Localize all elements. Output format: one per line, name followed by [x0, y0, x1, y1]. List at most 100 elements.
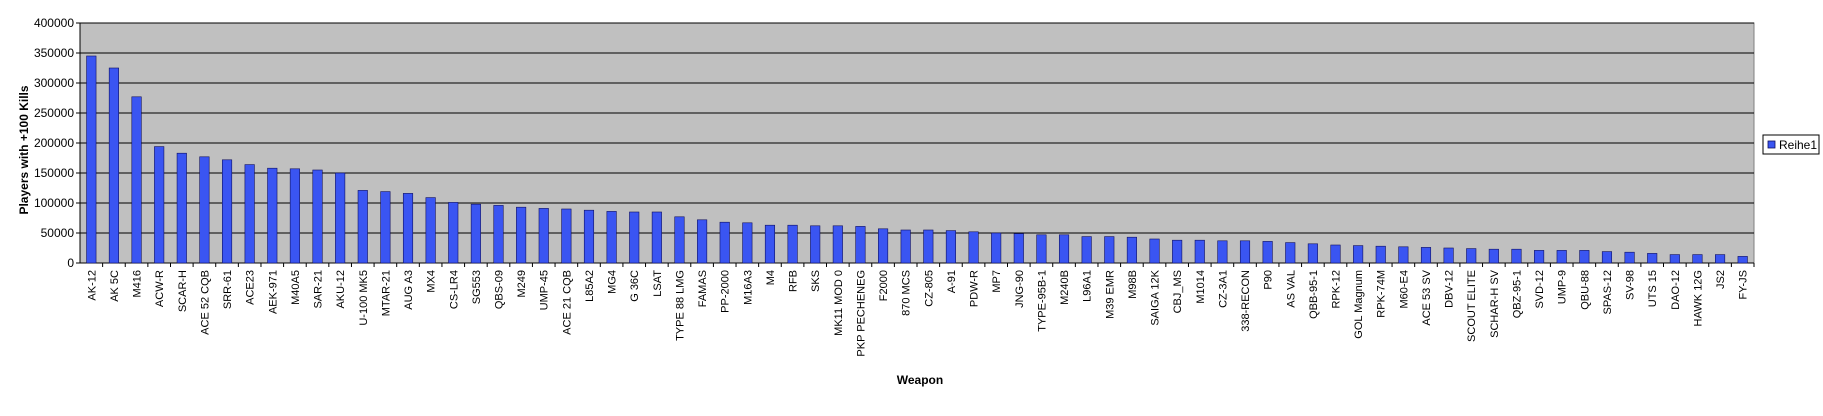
y-tick-label: 250000: [34, 106, 74, 120]
bar: [1443, 247, 1454, 264]
bar: [697, 219, 708, 264]
x-tick-label: M16A3: [742, 270, 754, 305]
bar: [629, 211, 640, 264]
x-tick-label: RPK-12: [1331, 270, 1343, 309]
x-tick-label: QBZ-95-1: [1511, 270, 1523, 318]
bar: [1217, 240, 1228, 264]
bar: [1624, 251, 1635, 264]
y-tick-label: 350000: [34, 46, 74, 60]
bar: [1511, 248, 1522, 264]
x-tick-label: MK11 MOD 0: [833, 270, 845, 336]
x-tick-label: 338-RECON: [1240, 270, 1252, 332]
bar: [1172, 239, 1183, 264]
x-axis-tick-labels: AK-12 AK 5C M416 ACW-R SCAR-H ACE 52 CQB SRR-6…: [86, 269, 1749, 356]
x-tick-label: P90: [1263, 270, 1275, 290]
x-tick-label: QBU-88: [1579, 270, 1591, 310]
bar: [923, 229, 934, 264]
x-tick-label: SKS: [810, 270, 822, 292]
bar: [945, 230, 956, 264]
bar: [968, 231, 979, 264]
y-tick-label: 50000: [41, 226, 75, 240]
bar: [742, 222, 753, 264]
bar: [1534, 250, 1545, 264]
y-tick-label: 400000: [34, 16, 74, 30]
x-tick-label: M40A5: [290, 270, 302, 305]
x-tick-label: QBB-95-1: [1308, 270, 1320, 319]
bar: [1353, 245, 1364, 264]
bar: [289, 168, 300, 264]
x-tick-label: A-91: [946, 270, 958, 293]
x-tick-label: M98B: [1127, 270, 1139, 299]
bar: [832, 225, 843, 264]
bar: [1375, 245, 1386, 264]
x-tick-label: M39 EMR: [1104, 270, 1116, 319]
legend-box: [1762, 134, 1820, 155]
x-tick-label: CS-LR4: [448, 270, 460, 309]
x-tick-label: 870 MCS: [901, 270, 913, 316]
bar: [1420, 247, 1432, 264]
plot-area: [76, 22, 1755, 267]
bar: [1601, 251, 1613, 264]
x-tick-label: SRR-61: [222, 270, 234, 309]
x-tick-label: ACE 53 SV: [1421, 269, 1433, 325]
x-tick-label: AK 5C: [109, 270, 121, 302]
bar: [1013, 233, 1024, 264]
y-tick-label: 0: [67, 256, 74, 270]
bar: [176, 152, 187, 264]
bar: [516, 206, 527, 264]
bar: [1036, 234, 1047, 264]
bar: [470, 203, 481, 264]
x-tick-label: TYPE 88 LMG: [674, 270, 686, 341]
x-tick-label: F2000: [878, 270, 890, 301]
x-tick-label: UMP-9: [1557, 270, 1569, 304]
x-tick-label: PP-2000: [720, 270, 732, 313]
legend-swatch: [1767, 140, 1776, 149]
x-tick-label: QBS-09: [494, 270, 506, 309]
x-tick-label: FAMAS: [697, 270, 709, 307]
x-tick-label: ACW-R: [154, 270, 166, 307]
bar: [1262, 241, 1273, 264]
x-tick-label: CZ-805: [923, 270, 935, 307]
x-tick-label: AKU-12: [335, 270, 347, 309]
x-tick-label: SV-98: [1625, 270, 1637, 300]
bar: [1579, 250, 1590, 264]
bar: [131, 96, 142, 264]
x-tick-label: AUG A3: [403, 270, 415, 310]
x-tick-label: M4: [765, 270, 777, 285]
bar: [357, 190, 368, 264]
x-tick-label: SVD-12: [1534, 270, 1546, 309]
bar: [1149, 238, 1160, 264]
x-tick-label: AK-12: [86, 270, 98, 301]
x-tick-label: SCAR-H: [177, 270, 189, 312]
bar: [561, 208, 572, 264]
y-axis-tick-labels: 0 50000 100000 150000 200000 250000 300000 3500…: [34, 16, 74, 270]
bar: [538, 208, 549, 264]
bar: [855, 226, 866, 264]
bar: [583, 209, 595, 264]
x-tick-label: M249: [516, 270, 528, 298]
bar: [1126, 236, 1137, 264]
x-tick-label: ACE 52 CQB: [199, 270, 211, 335]
bar: [221, 159, 233, 264]
x-tick-label: M416: [132, 270, 144, 298]
bar: [606, 211, 617, 264]
y-tick-label: 100000: [34, 196, 74, 210]
bar: [108, 67, 119, 264]
x-tick-label: M1014: [1195, 270, 1207, 304]
bar: [380, 191, 391, 264]
x-tick-label: LSAT: [652, 270, 664, 297]
bar: [1556, 250, 1567, 264]
x-tick-label: AEK-971: [267, 270, 279, 314]
bar: [312, 169, 323, 264]
bar: [651, 211, 662, 264]
bar: [1737, 256, 1748, 264]
bar: [425, 197, 436, 264]
x-tick-label: G 36C: [629, 270, 641, 302]
x-tick-label: JNG-90: [1014, 270, 1026, 308]
bar: [402, 193, 414, 264]
bar: [1692, 254, 1703, 264]
bar: [1239, 240, 1251, 264]
x-tick-label: M60-E4: [1398, 270, 1410, 309]
